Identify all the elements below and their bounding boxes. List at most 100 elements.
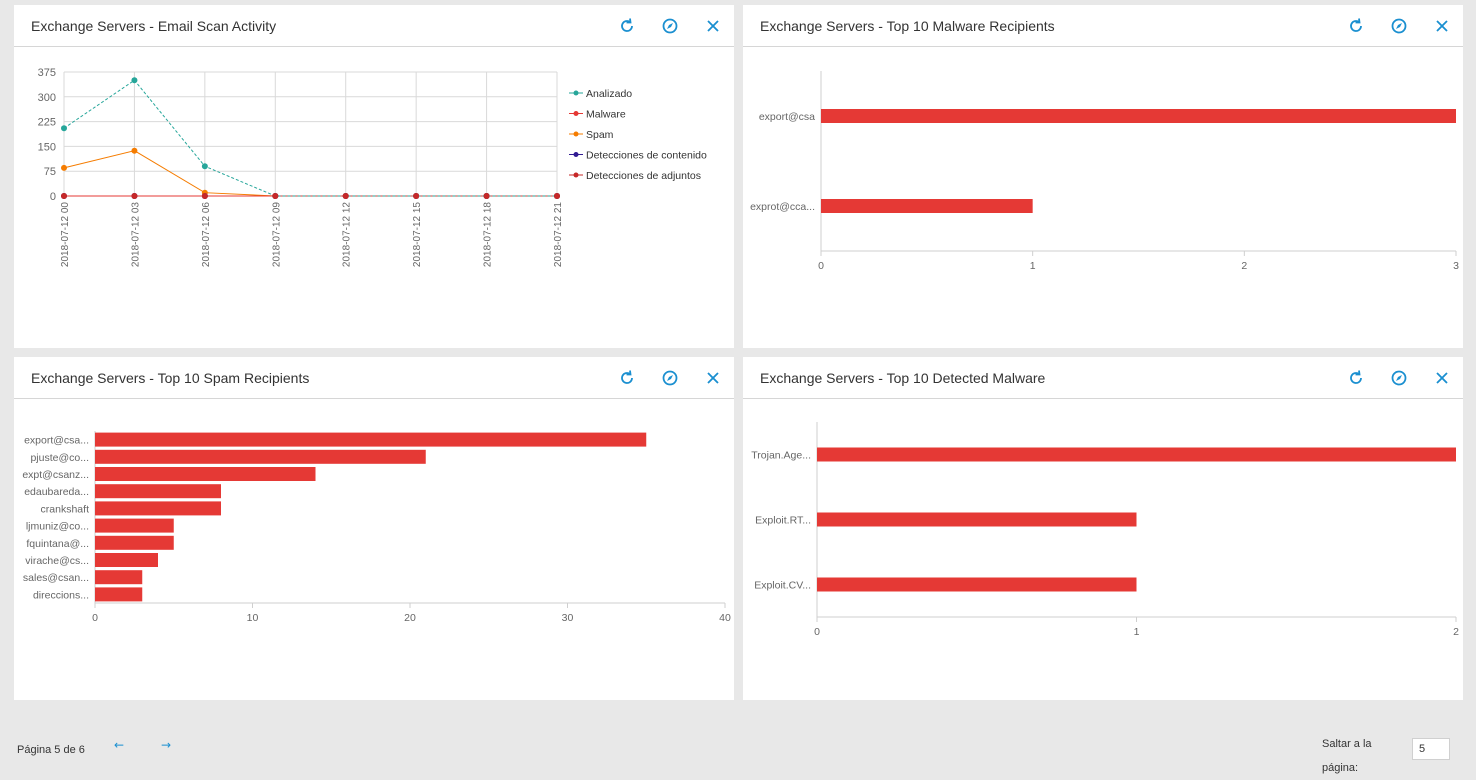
x-tick-label: 10 — [247, 612, 259, 624]
bar — [95, 501, 221, 516]
x-tick-label: 0 — [818, 260, 824, 272]
bar — [95, 449, 426, 464]
legend-label: Detecciones de adjuntos — [586, 170, 701, 182]
data-point — [131, 77, 138, 84]
jump-label-line1: Saltar a la — [1322, 738, 1372, 750]
x-tick-label: 1 — [1030, 260, 1036, 272]
legend-label: Malware — [586, 109, 626, 121]
bar — [817, 577, 1137, 592]
data-point — [342, 193, 349, 199]
legend-marker — [573, 111, 579, 116]
bar — [95, 570, 143, 585]
refresh-icon[interactable] — [617, 16, 637, 36]
legend-label: Analizado — [586, 88, 632, 100]
refresh-icon[interactable] — [617, 368, 637, 388]
data-point — [131, 147, 138, 154]
close-icon[interactable] — [1432, 368, 1452, 388]
bar — [817, 512, 1137, 527]
panel-spam-recipients: Exchange Servers - Top 10 Spam Recipient… — [14, 357, 734, 700]
next-page-button[interactable]: → — [161, 738, 172, 752]
line-chart: 0 75 150 225 300 375 2018-07-12 00 2018-07-12 0… — [38, 67, 707, 267]
x-tick-label: 20 — [404, 612, 416, 624]
bar — [821, 109, 1456, 123]
series-line — [63, 150, 557, 197]
category-label: ljmuniz@co... — [26, 521, 89, 533]
legend-label: Detecciones de contenido — [586, 150, 707, 162]
jump-label-line2: página: — [1322, 762, 1359, 774]
bar — [95, 484, 221, 499]
bar — [95, 587, 143, 602]
compass-icon[interactable] — [660, 368, 680, 388]
category-label: expt@csanz... — [22, 469, 89, 481]
x-tick-label: 2 — [1241, 260, 1247, 272]
refresh-icon[interactable] — [1346, 16, 1366, 36]
panel-detected-malware: Exchange Servers - Top 10 Detected Malwa… — [743, 357, 1463, 700]
category-label: sales@csan... — [23, 572, 89, 584]
category-label: export@csa... — [24, 435, 89, 447]
compass-icon[interactable] — [1389, 16, 1409, 36]
y-tick-label: 0 — [50, 191, 56, 203]
x-tick-label: 1 — [1134, 626, 1140, 638]
data-point — [413, 193, 420, 199]
panel-title: Exchange Servers - Email Scan Activity — [31, 18, 277, 34]
panel-title: Exchange Servers - Top 10 Malware Recipi… — [760, 18, 1055, 34]
category-label: exprot@cca... — [750, 201, 815, 213]
bar — [95, 467, 316, 481]
x-tick-label: 2018-07-12 03 — [130, 202, 141, 267]
data-point — [61, 125, 67, 132]
x-tick-label: 2018-07-12 18 — [483, 202, 494, 267]
x-tick-label: 40 — [719, 612, 731, 624]
compass-icon[interactable] — [1389, 368, 1409, 388]
category-label: Exploit.CV... — [754, 580, 811, 592]
page-indicator: Página 5 de 6 — [17, 744, 85, 756]
panel-header: Exchange Servers - Email Scan Activity — [14, 5, 734, 47]
data-point — [131, 193, 138, 199]
x-tick-label: 2018-07-12 00 — [60, 202, 71, 267]
data-point — [483, 193, 490, 199]
y-tick-label: 375 — [38, 67, 56, 79]
legend-marker — [573, 131, 579, 137]
x-tick-label: 2018-07-12 09 — [271, 202, 282, 267]
jump-to-page-label: Saltar a la página: — [1322, 732, 1372, 780]
x-tick-label: 2018-07-12 15 — [412, 202, 423, 267]
panel-header: Exchange Servers - Top 10 Malware Recipi… — [743, 5, 1463, 47]
x-tick-label: 0 — [92, 612, 98, 624]
close-icon[interactable] — [703, 368, 723, 388]
x-tick-label: 30 — [562, 612, 574, 624]
bar-chart: 0 1 2 3 export@csa exprot@cca... — [750, 71, 1459, 272]
category-label: Trojan.Age... — [751, 450, 811, 462]
panel-malware-recipients: Exchange Servers - Top 10 Malware Recipi… — [743, 5, 1463, 348]
legend-marker — [573, 90, 579, 96]
legend-label: Spam — [586, 129, 614, 141]
data-point — [554, 193, 560, 199]
bar — [95, 432, 647, 447]
jump-to-page-input[interactable] — [1412, 738, 1450, 760]
panel-title: Exchange Servers - Top 10 Detected Malwa… — [760, 370, 1046, 386]
y-tick-label: 225 — [38, 117, 56, 129]
series-line — [63, 79, 557, 197]
x-tick-label: 2018-07-12 06 — [201, 202, 212, 267]
legend-marker — [573, 172, 579, 178]
data-point — [272, 193, 279, 199]
data-point — [61, 164, 67, 171]
refresh-icon[interactable] — [1346, 368, 1366, 388]
bar — [95, 535, 174, 550]
category-label: fquintana@... — [26, 538, 89, 550]
panel-header: Exchange Servers - Top 10 Detected Malwa… — [743, 357, 1463, 399]
panel-header: Exchange Servers - Top 10 Spam Recipient… — [14, 357, 734, 399]
data-point — [201, 163, 208, 170]
bar — [821, 199, 1033, 213]
category-label: virache@cs... — [25, 555, 89, 567]
compass-icon[interactable] — [660, 16, 680, 36]
close-icon[interactable] — [1432, 16, 1452, 36]
x-tick-label: 2018-07-12 21 — [553, 202, 564, 267]
panel-title: Exchange Servers - Top 10 Spam Recipient… — [31, 370, 310, 386]
data-point — [201, 193, 208, 199]
category-label: edaubareda... — [24, 486, 89, 498]
prev-page-button[interactable]: ← — [114, 738, 125, 752]
category-label: pjuste@co... — [30, 452, 89, 464]
close-icon[interactable] — [703, 16, 723, 36]
y-tick-label: 300 — [38, 92, 56, 104]
y-tick-label: 75 — [44, 166, 56, 178]
panel-email-scan-activity: Exchange Servers - Email Scan Activity 0… — [14, 5, 734, 348]
